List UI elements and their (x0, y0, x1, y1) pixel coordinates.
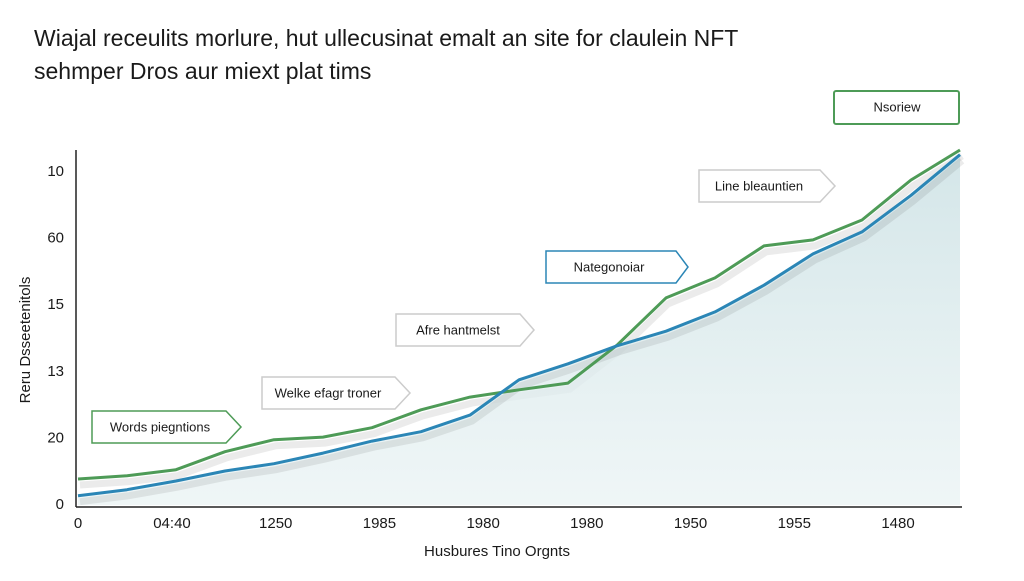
callout: Nategonoiar (545, 250, 689, 284)
y-tick-label: 15 (47, 296, 64, 313)
callout-box (698, 169, 837, 203)
title-line-2: sehmper Dros aur miext plat tims (34, 58, 371, 84)
legend: Nsoriew (833, 90, 960, 125)
x-tick-label: 1980 (466, 515, 499, 532)
y-tick-label: 10 (47, 163, 64, 180)
legend-box (833, 90, 960, 125)
callout: Welke efagr troner (261, 376, 412, 410)
callout-box (261, 376, 412, 410)
callout-box (545, 250, 689, 284)
x-tick-label: 1250 (259, 515, 292, 532)
y-tick-label: 13 (47, 363, 64, 380)
area-layer (78, 153, 965, 506)
x-tick-label: 1985 (363, 515, 396, 532)
callout-box (91, 410, 243, 444)
line (77, 148, 961, 481)
y-tick-label: 0 (56, 496, 64, 513)
x-tick-label: 1955 (778, 515, 811, 532)
x-tick-label: 1480 (881, 515, 914, 532)
callout: Afre hantmelst (395, 313, 535, 347)
callout-box (395, 313, 535, 347)
y-axis-label: Reru Dsseetenitols (17, 277, 34, 404)
callout-text: Afre hantmelst (416, 322, 500, 337)
line-shadow (79, 158, 965, 506)
callout-text: Nategonoiar (574, 259, 645, 274)
line (77, 153, 961, 498)
x-tick-label: 04:40 (153, 515, 191, 532)
x-tick-label: 0 (74, 515, 82, 532)
callout: Words piegntions (91, 410, 243, 444)
area (78, 154, 960, 505)
callout-text: Line bleauntien (715, 178, 803, 193)
callout-text: Welke efagr troner (275, 385, 382, 400)
callout-text: Words piegntions (110, 419, 211, 434)
y-tick-label: 60 (47, 230, 64, 247)
x-tick-label: 1980 (570, 515, 603, 532)
title-line-1: Wiajal receulits morlure, hut ullecusina… (34, 25, 738, 51)
callout: Line bleauntien (698, 169, 837, 203)
legend-label: Nsoriew (874, 99, 922, 114)
y-tick-label: 20 (47, 429, 64, 446)
x-tick-label: 1950 (674, 515, 707, 532)
x-axis-label: Husbures Tino Orgnts (424, 543, 570, 560)
